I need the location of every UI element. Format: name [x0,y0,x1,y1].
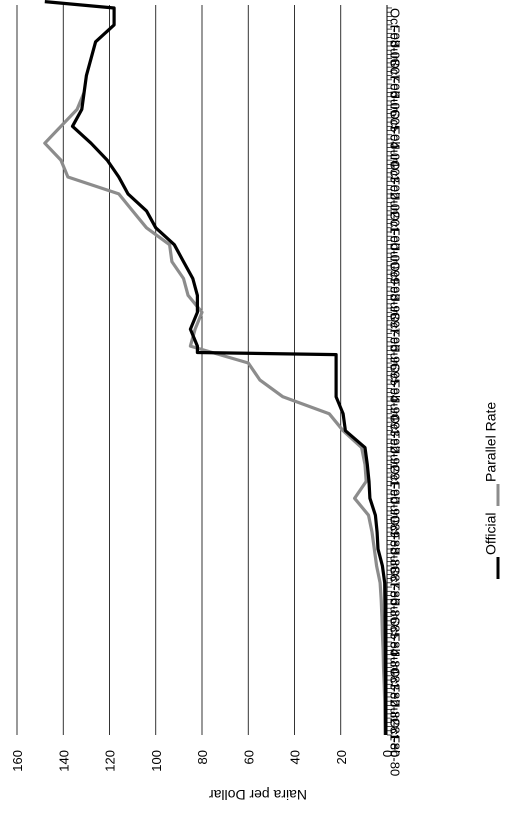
x-tick-label: Oct-88 [388,515,403,554]
x-tick-label: Jun-99 [388,245,403,285]
y-axis-ticks: 0 20 40 60 80 100 120 140 160 [10,750,395,772]
x-tick-label: Oct-08 [388,8,403,47]
x-tick-label: Feb-00 [388,228,403,269]
x-tick-label: Jun-95 [388,346,403,386]
series-lines [43,0,388,736]
y-tick-label: 120 [103,750,118,772]
x-tick-label: Jun-83 [388,650,403,690]
x-tick-label: Feb-86 [388,583,403,624]
y-tick-label: 0 [380,750,395,757]
x-tick-label: Feb-02 [388,177,403,218]
x-tick-label: Oct-06 [388,59,403,98]
x-tick-label: Jun-87 [388,549,403,589]
x-tick-label: Oct-92 [388,414,403,453]
x-tick-label: Oct-98 [388,262,403,301]
x-tick-label: Oct-90 [388,464,403,503]
x-tick-label: Feb-84 [388,634,403,675]
x-tick-label: Feb-06 [388,76,403,117]
x-tick-label: Jun-97 [388,295,403,335]
legend-label: Official [483,512,499,555]
x-tick-label: Feb-08 [388,25,403,66]
x-tick-label: Oct-86 [388,566,403,605]
x-tick-label: Feb-88 [388,532,403,573]
y-tick-label: 60 [241,750,256,764]
x-tick-label: Jun-01 [388,194,403,234]
y-tick-label: 40 [288,750,303,764]
x-tick-label: Feb-96 [388,329,403,370]
x-tick-label: Feb-80 [388,735,403,776]
y-tick-label: 140 [56,750,71,772]
y-axis-label: Naira per Dollar [209,787,307,803]
x-tick-label: Oct-80 [388,718,403,757]
x-tick-label: Feb-04 [388,126,403,167]
x-tick-label: Jun-85 [388,600,403,640]
x-tick-label: Jun-93 [388,397,403,437]
x-tick-label: Feb-92 [388,431,403,472]
y-tick-label: 20 [334,750,349,764]
x-tick-label: Jun-91 [388,448,403,488]
x-tick-label: Jun-81 [388,701,403,741]
grid-lines [16,5,342,735]
x-tick-label: Oct-04 [388,109,403,148]
x-tick-label: Oct-02 [388,160,403,199]
series-line-official [44,0,388,736]
x-tick-label: Oct-94 [388,363,403,402]
x-tick-label: Oct-00 [388,211,403,250]
x-tick-label: Feb-98 [388,278,403,319]
y-tick-label: 80 [195,750,210,764]
x-tick-label: Jun-03 [388,143,403,183]
x-tick-label: Jun-07 [388,42,403,82]
x-tick-label: Oct-96 [388,312,403,351]
x-tick-label: Oct-84 [388,617,403,656]
x-tick-label: Feb-82 [388,684,403,725]
x-tick-label: Feb-90 [388,481,403,522]
series-line-parallel-rate [43,91,387,736]
x-axis-ticks: Feb-80Oct-80Jun-81Feb-82Oct-82Jun-83Feb-… [387,7,403,776]
legend-label: Parallel Rate [483,402,499,482]
x-tick-label: Jun-89 [388,498,403,538]
y-tick-label: 100 [149,750,164,772]
legend: Official Parallel Rate [483,402,500,579]
x-tick-label: Feb-94 [388,380,403,421]
x-tick-label: Jun-05 [388,92,403,132]
x-tick-label: Oct-82 [388,667,403,706]
y-tick-label: 160 [10,750,25,772]
